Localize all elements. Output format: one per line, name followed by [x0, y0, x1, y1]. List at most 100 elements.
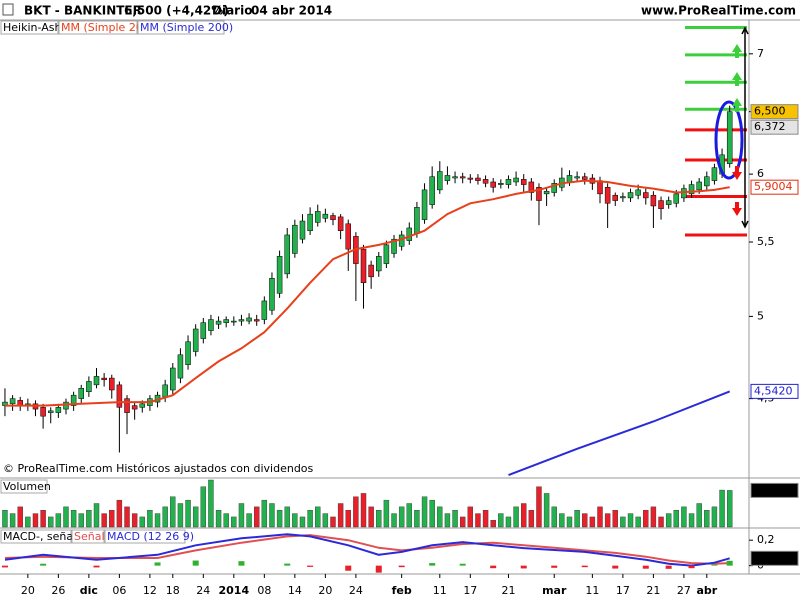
candle-body: [116, 384, 123, 408]
volume-bar: [139, 516, 145, 528]
volume-bar: [131, 513, 138, 528]
candle-body: [711, 167, 718, 181]
x-tick-label: 06: [112, 584, 126, 597]
volume-bar: [658, 516, 664, 528]
volume-bar: [322, 513, 329, 528]
volume-bar: [25, 516, 31, 528]
volume-bar: [154, 513, 161, 528]
volume-bar: [559, 513, 565, 528]
volume-bar: [246, 513, 252, 528]
histogram-bar: [551, 565, 558, 568]
legend-box[interactable]: [137, 20, 225, 35]
candle-body: [612, 194, 619, 201]
histogram-bar: [1, 565, 8, 568]
volume-bar: [208, 479, 214, 528]
volume-bar: [406, 503, 412, 528]
legend-entry: Volumen: [3, 480, 51, 493]
candle-body: [307, 213, 313, 231]
candle-body: [498, 183, 504, 185]
histogram-bar: [192, 560, 199, 566]
volume-bar: [101, 513, 107, 528]
volume-bar: [521, 503, 527, 528]
legend-box[interactable]: [0, 529, 72, 544]
x-tick-label: 24: [196, 584, 210, 597]
volume-bar: [505, 516, 512, 528]
legend-box[interactable]: [71, 529, 105, 544]
volume-bar: [398, 506, 405, 528]
candle-body: [284, 234, 290, 275]
x-tick-label: 11: [433, 584, 447, 597]
menu-icon[interactable]: [2, 3, 14, 16]
candle-body: [208, 319, 214, 331]
volume-bar: [597, 506, 603, 528]
volume-bar: [498, 513, 504, 528]
candle-body: [658, 200, 664, 209]
highlight-ellipse: [714, 100, 744, 180]
x-tick-label: 14: [288, 584, 302, 597]
candle-body: [253, 319, 260, 322]
volume-bar: [665, 513, 672, 528]
volume-bar: [421, 496, 428, 528]
legend-entry: MACD (12 26 9): [107, 530, 194, 543]
candle-body: [200, 322, 207, 339]
candle-body: [421, 189, 428, 220]
y-tick-label: 5: [757, 309, 764, 322]
volume-bar: [70, 510, 77, 528]
volume-bar: [726, 490, 733, 528]
measure-arrow: [741, 26, 749, 229]
legend-box[interactable]: [104, 529, 186, 544]
candle-body: [55, 407, 62, 413]
candle-body: [604, 186, 611, 204]
volume-bar: [574, 510, 580, 528]
candle-body: [665, 200, 672, 205]
legend-entry: MM (Simple 200): [140, 21, 233, 34]
volume-bar: [673, 510, 679, 528]
histogram-bar: [398, 565, 405, 568]
x-tick-label: 20: [318, 584, 332, 597]
y-tick-label: 0,2: [757, 533, 775, 546]
histogram-bar: [307, 565, 314, 567]
price-tag: [750, 383, 799, 399]
volume-bar: [78, 513, 84, 528]
candle-body: [86, 381, 92, 392]
volume-bar: [612, 510, 618, 528]
volume-bar: [177, 503, 184, 528]
legend-box[interactable]: [0, 479, 48, 494]
legend-box[interactable]: [58, 20, 138, 35]
candle-body: [475, 177, 481, 181]
candle-body: [574, 176, 580, 179]
candle-body: [170, 367, 176, 391]
volume-bar: [459, 516, 466, 528]
candle-body: [551, 183, 557, 193]
volume-bar: [315, 506, 321, 528]
candle-body: [269, 278, 275, 311]
candle-body: [429, 176, 435, 205]
volume-bar: [627, 513, 634, 528]
histogram-bar: [665, 565, 672, 569]
arrow: [732, 202, 742, 216]
volume-bar: [238, 503, 245, 528]
x-tick-label: 27: [677, 584, 691, 597]
volume-bar: [32, 513, 39, 528]
candle-body: [513, 177, 519, 183]
x-tick-label: 21: [501, 584, 515, 597]
x-tick-label: 21: [646, 584, 660, 597]
volume-bar: [604, 513, 611, 528]
volume-bar: [345, 510, 351, 528]
volume-bar: [482, 510, 489, 528]
candle-body: [437, 171, 443, 191]
candle-body: [78, 388, 84, 399]
price-tag-label: 6,372: [754, 120, 786, 133]
volume-bar: [452, 510, 458, 528]
candle-body: [192, 328, 199, 352]
date: 04 abr 2014: [251, 4, 332, 18]
legend-box[interactable]: [0, 20, 59, 35]
histogram-bar: [345, 565, 352, 571]
volume-bar: [528, 510, 535, 528]
candle-body: [406, 227, 413, 241]
candle-body: [177, 354, 184, 379]
volume-bar: [2, 510, 8, 528]
volume-bar: [223, 513, 229, 528]
